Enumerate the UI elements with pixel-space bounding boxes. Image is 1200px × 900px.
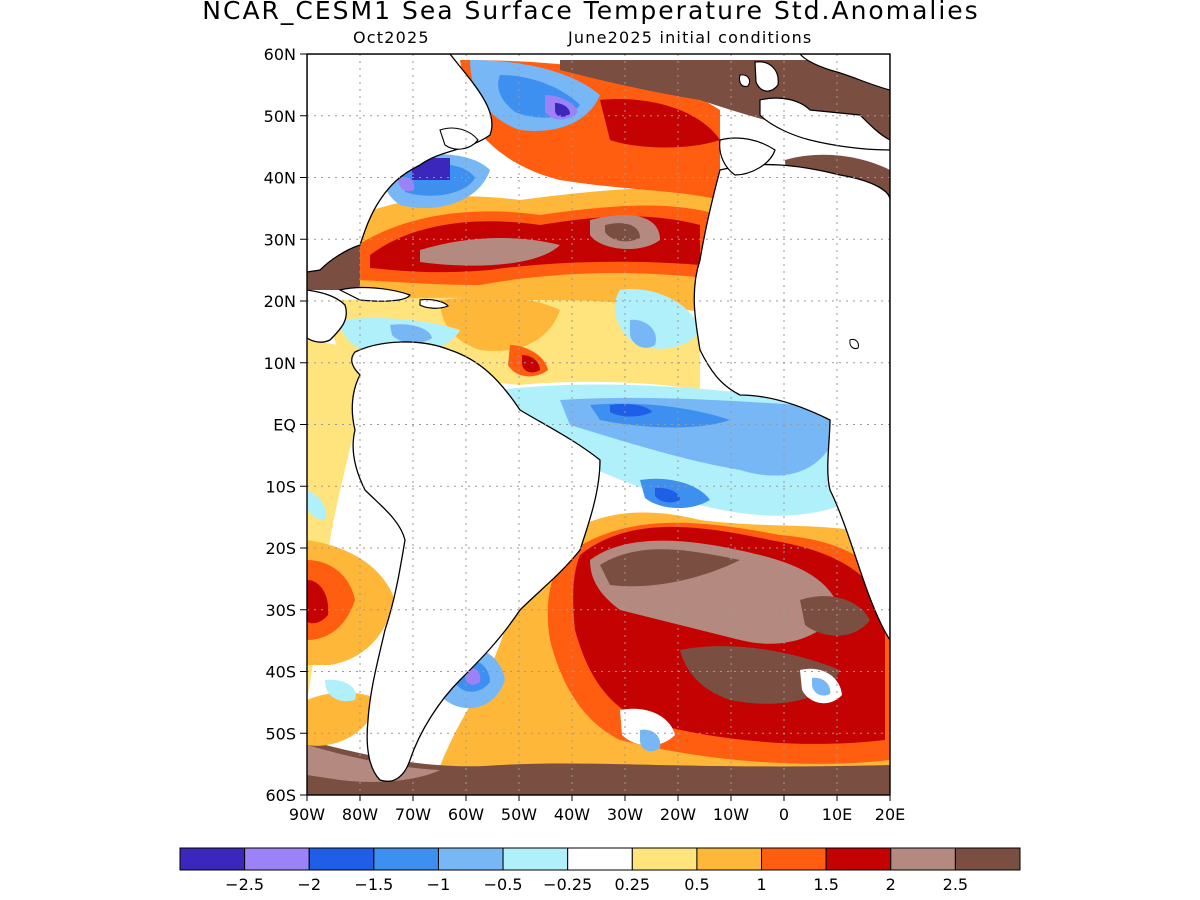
latitude-tick-label: 50N: [264, 107, 296, 126]
chart-title: NCAR_CESM1 Sea Surface Temperature Std.A…: [202, 0, 980, 25]
colorbar-tick-label: −2: [297, 875, 321, 894]
colorbar-swatch: [631, 847, 698, 871]
colorbar-tick-label: −0.25: [543, 875, 592, 894]
longitude-tick-label: 90W: [289, 805, 325, 824]
latitude-ticks: [300, 53, 307, 796]
colorbar-swatch: [179, 847, 246, 871]
colorbar-swatch: [437, 847, 504, 871]
british-isles: [754, 61, 779, 92]
latitude-tick-label: 10N: [264, 354, 296, 373]
latitude-tick-label: 20S: [265, 539, 296, 558]
colorbar: −2.5 −2 −1.5 −1 −0.5 −0.25 0.25 0.5 1 1.5 2 2.5: [179, 847, 1021, 894]
longitude-tick-label: 10W: [713, 805, 749, 824]
latitude-tick-label: EQ: [273, 416, 296, 435]
latitude-tick-label: 60N: [264, 45, 296, 64]
extreme-warm-anomaly-region: [420, 238, 560, 266]
extreme-warm-anomaly-region: [600, 549, 740, 587]
colorbar-swatch: [954, 847, 1021, 871]
extreme-warm-anomaly-region: [307, 740, 890, 795]
colorbar-swatch: [696, 847, 763, 871]
colorbar-tick-label: 1: [756, 875, 766, 894]
longitude-tick-label: 40W: [554, 805, 590, 824]
latitude-tick-label: 30S: [265, 601, 296, 620]
longitude-ticks: [306, 795, 891, 801]
colorbar-tick-label: −1: [427, 875, 451, 894]
north-america-landmass: [307, 54, 493, 273]
colorbar-swatch: [244, 847, 310, 871]
colorbar-swatch: [890, 847, 956, 871]
initial-conditions-label: June2025 initial conditions: [568, 28, 813, 47]
colorbar-swatch: [761, 847, 827, 871]
colorbar-tick-label: −0.5: [484, 875, 523, 894]
longitude-tick-label: 10E: [822, 805, 852, 824]
colorbar-tick-label: −1.5: [354, 875, 393, 894]
colorbar-tick-label: 0.25: [614, 875, 650, 894]
latitude-tick-label: 20N: [264, 292, 296, 311]
colorbar-tick-label: −2.5: [225, 875, 264, 894]
longitude-tick-label: 20E: [875, 805, 905, 824]
longitude-tick-label: 70W: [395, 805, 431, 824]
latitude-tick-label: 10S: [265, 477, 296, 496]
colorbar-tick-label: 0.5: [684, 875, 709, 894]
latitude-tick-label: 30N: [264, 230, 296, 249]
latitude-tick-label: 40S: [265, 663, 296, 682]
latitude-axis: 60N 50N 40N 30N 20N 10N EQ 10S 20S 30S 40S 50S 60S: [264, 45, 296, 805]
colorbar-swatch: [373, 847, 439, 871]
colorbar-tick-label: 1.5: [813, 875, 838, 894]
longitude-axis: 90W 80W 70W 60W 50W 40W 30W 20W 10W 0 10E 20E: [289, 805, 905, 824]
colorbar-swatch: [567, 847, 633, 871]
longitude-tick-label: 30W: [607, 805, 643, 824]
longitude-tick-label: 20W: [660, 805, 696, 824]
iberia-landmass: [719, 137, 776, 176]
graticule: [307, 54, 890, 795]
forecast-month: Oct2025: [353, 28, 430, 47]
colorbar-tick-label: 2: [886, 875, 896, 894]
africa-landmass: [693, 163, 890, 642]
longitude-tick-label: 80W: [342, 805, 378, 824]
latitude-tick-label: 50S: [265, 724, 296, 743]
latitude-tick-label: 40N: [264, 169, 296, 188]
colorbar-tick-label: 2.5: [943, 875, 968, 894]
colorbar-swatch: [308, 847, 375, 871]
colorbar-swatch: [825, 847, 892, 871]
longitude-tick-label: 0: [779, 805, 789, 824]
longitude-tick-label: 60W: [448, 805, 484, 824]
colorbar-swatch: [502, 847, 569, 871]
latitude-tick-label: 60S: [265, 786, 296, 805]
cuba-island: [338, 286, 411, 302]
longitude-tick-label: 50W: [501, 805, 537, 824]
